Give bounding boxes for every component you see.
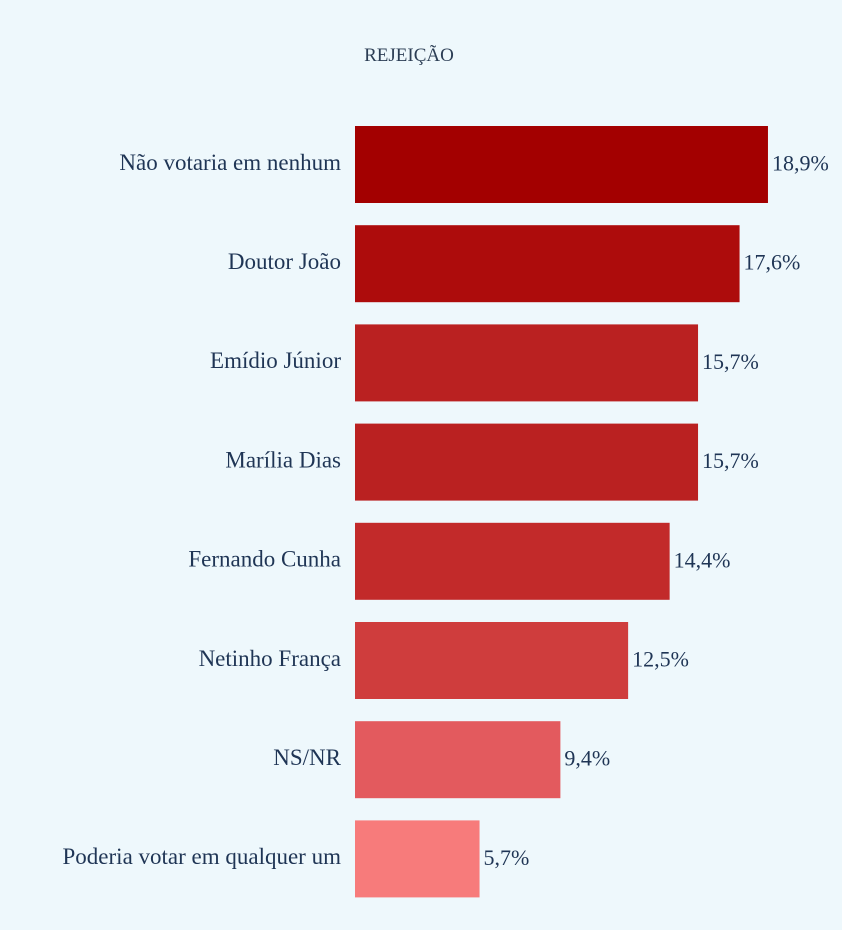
category-label-2: Emídio Júnior [210,348,341,373]
bar-7 [355,820,480,898]
bar-4 [355,522,670,600]
bar-6 [355,721,561,799]
category-label-6: NS/NR [273,745,341,770]
bar-5 [355,622,629,699]
bar-3 [355,423,699,501]
category-label-3: Marília Dias [225,447,341,472]
bar-0 [355,126,768,203]
category-label-1: Doutor João [228,249,341,274]
value-label-5: 12,5% [632,647,689,672]
value-label-3: 15,7% [702,448,759,473]
value-label-2: 15,7% [702,349,759,374]
value-label-4: 14,4% [674,547,731,572]
category-label-0: Não votaria em nenhum [119,150,341,175]
bar-2 [355,324,699,402]
chart-title: REJEIÇÃO [364,44,454,66]
bars-group: Não votaria em nenhum 18,9% Doutor João 17,… [63,126,829,898]
category-label-7: Poderia votar em qualquer um [63,844,342,869]
bar-1 [355,225,740,303]
value-label-0: 18,9% [772,151,829,176]
value-label-7: 5,7% [484,845,530,870]
category-label-4: Fernando Cunha [188,547,341,572]
value-label-6: 9,4% [564,746,610,771]
value-label-1: 17,6% [744,250,801,275]
category-label-5: Netinho França [199,646,341,671]
